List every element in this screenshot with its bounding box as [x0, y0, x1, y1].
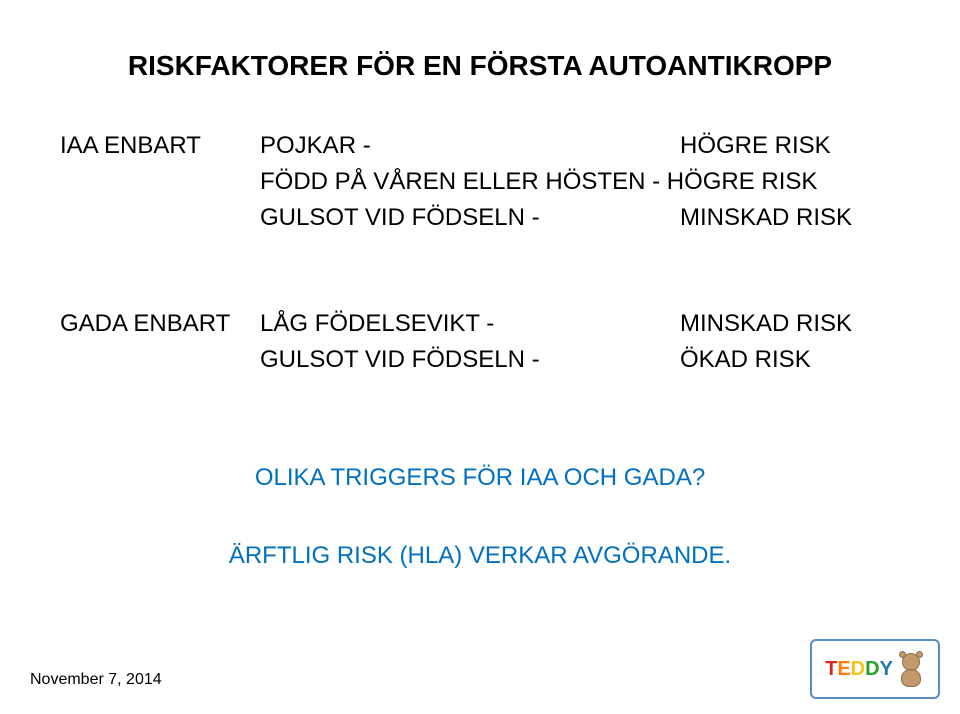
section2-row1: GADA ENBART LÅG FÖDELSEVIKT - MINSKAD RI… [60, 310, 900, 338]
section1-row2: FÖDD PÅ VÅREN ELLER HÖSTEN - HÖGRE RISK [60, 168, 900, 196]
page-title: RISKFAKTORER FÖR EN FÖRSTA AUTOANTIKROPP [60, 50, 900, 82]
section1-factor3: GULSOT VID FÖDSELN - [260, 204, 680, 232]
section2-factor2: GULSOT VID FÖDSELN - [260, 346, 680, 374]
section1-label: IAA ENBART [60, 132, 260, 160]
footer-date: November 7, 2014 [30, 671, 162, 689]
section1-result3: MINSKAD RISK [680, 204, 900, 232]
section1-factor1: POJKAR - [260, 132, 680, 160]
section2-factor1: LÅG FÖDELSEVIKT - [260, 310, 680, 338]
logo-text: TEDDY [825, 658, 893, 681]
section2-result2: ÖKAD RISK [680, 346, 900, 374]
section2-label: GADA ENBART [60, 310, 260, 338]
question-text: OLIKA TRIGGERS FÖR IAA OCH GADA? [60, 464, 900, 492]
section1-factor2: FÖDD PÅ VÅREN ELLER HÖSTEN - HÖGRE RISK [260, 168, 817, 196]
section1-row3: GULSOT VID FÖDSELN - MINSKAD RISK [60, 204, 900, 232]
section2-row2: GULSOT VID FÖDSELN - ÖKAD RISK [60, 346, 900, 374]
answer-text: ÄRFTLIG RISK (HLA) VERKAR AVGÖRANDE. [60, 542, 900, 570]
section1-row1: IAA ENBART POJKAR - HÖGRE RISK [60, 132, 900, 160]
section2-result1: MINSKAD RISK [680, 310, 900, 338]
bear-icon [897, 651, 925, 687]
section1-result1: HÖGRE RISK [680, 132, 900, 160]
bottom-section: OLIKA TRIGGERS FÖR IAA OCH GADA? ÄRFTLIG… [60, 464, 900, 570]
teddy-logo: TEDDY [810, 639, 940, 699]
